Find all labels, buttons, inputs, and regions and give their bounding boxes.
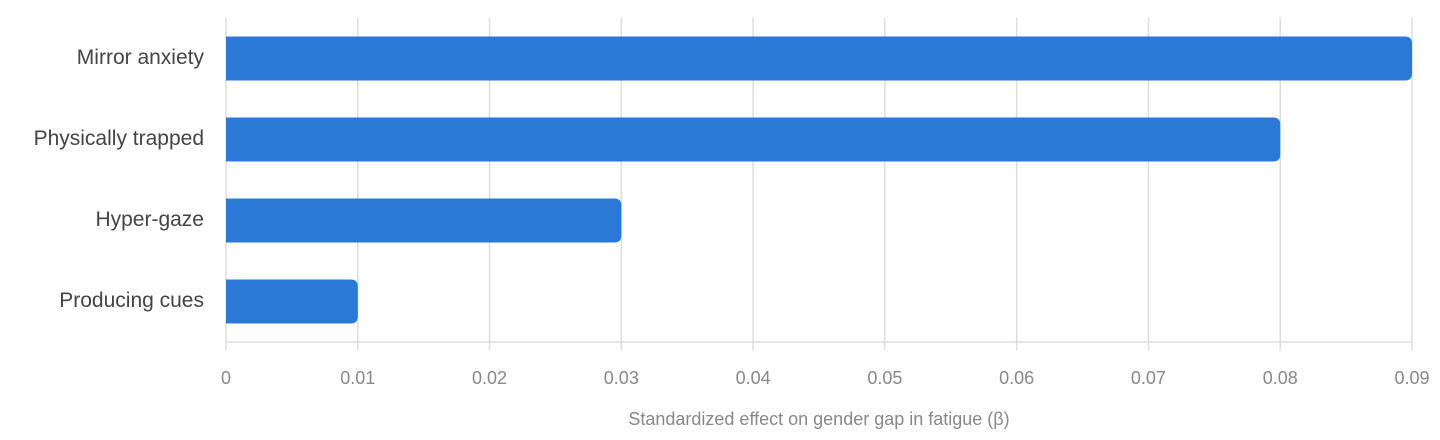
bar [226,117,1281,162]
x-tick-label: 0.08 [1263,368,1298,388]
x-tick-label: 0.04 [736,368,771,388]
x-tick-label: 0.07 [1131,368,1166,388]
bar [226,36,1412,81]
x-tick-label: 0.05 [867,368,902,388]
y-tick-label: Producing cues [59,289,204,312]
x-tick-label: 0.03 [604,368,639,388]
bar [226,198,622,243]
y-tick-label: Physically trapped [34,127,204,150]
x-tick-label: 0.02 [472,368,507,388]
x-axis-label: Standardized effect on gender gap in fat… [628,409,1009,429]
bar [226,279,358,324]
x-tick-label: 0.06 [999,368,1034,388]
x-tick-label: 0.01 [340,368,375,388]
x-tick-label: 0.09 [1394,368,1429,388]
x-tick-label: 0 [221,368,231,388]
y-tick-label: Mirror anxiety [77,46,205,69]
y-tick-label: Hyper-gaze [95,208,204,231]
